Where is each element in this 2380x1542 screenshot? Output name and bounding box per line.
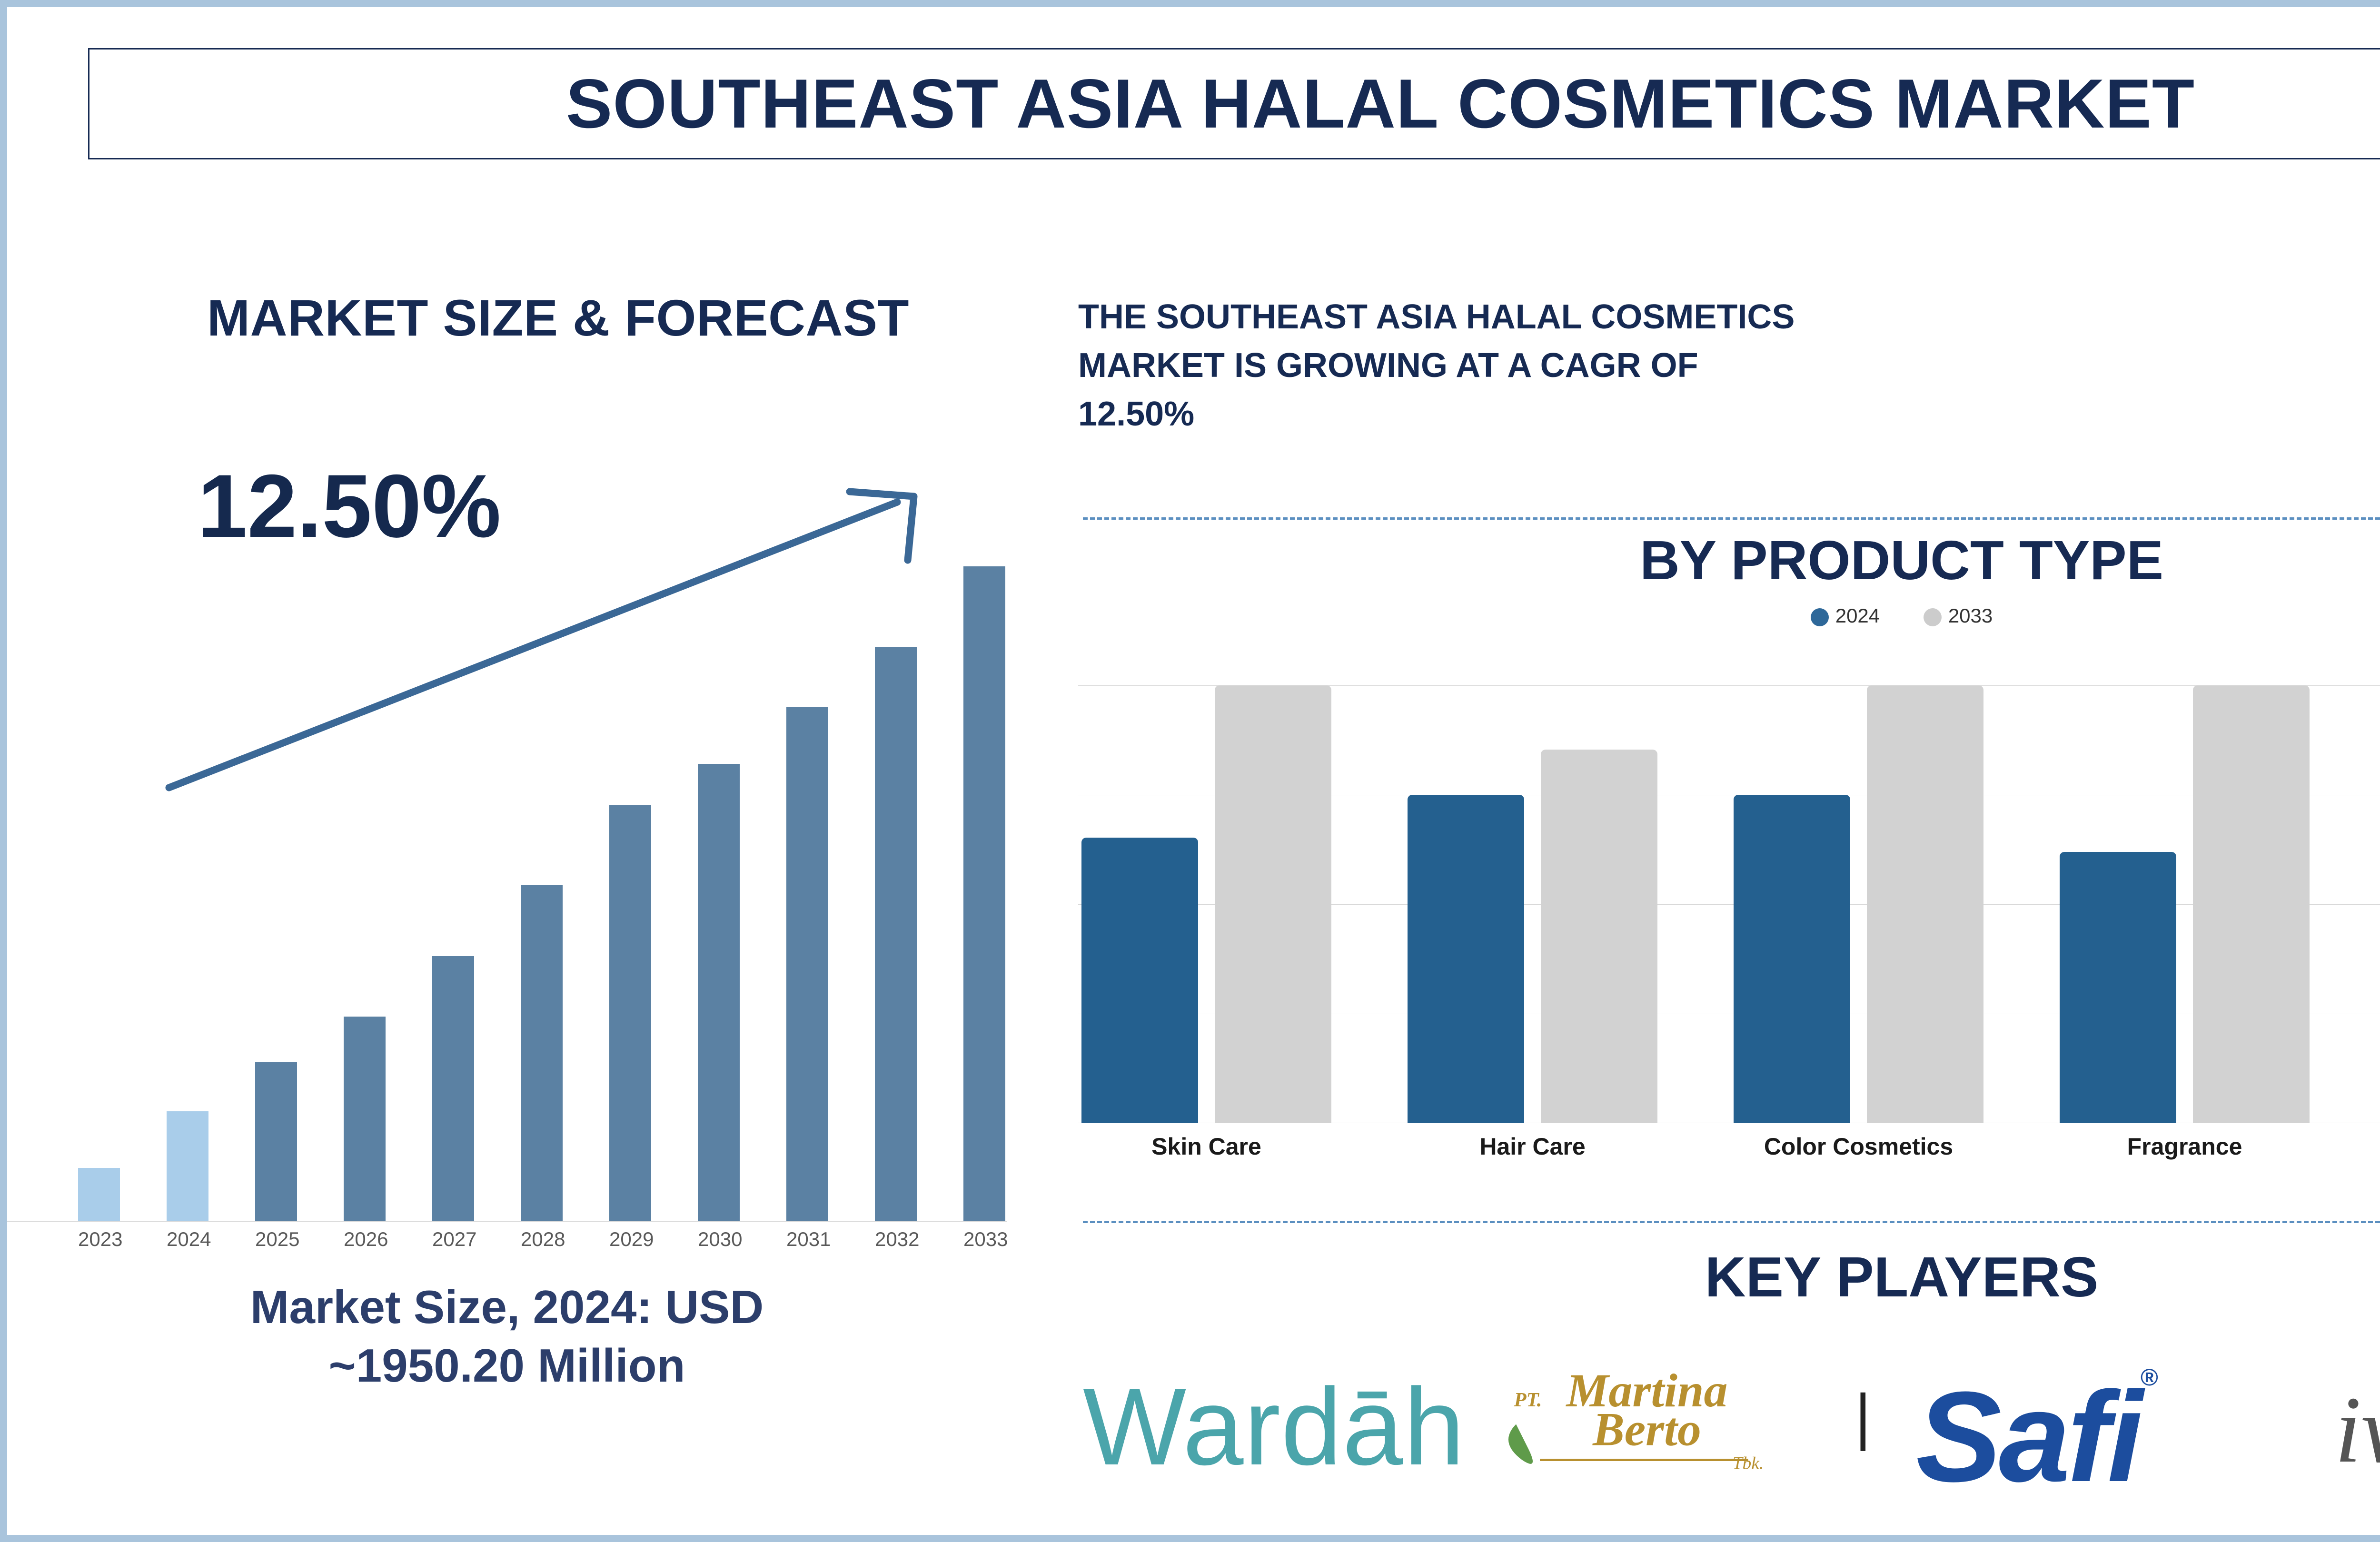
svg-text:PT.: PT.: [1514, 1389, 1542, 1411]
svg-text:Berto: Berto: [1592, 1403, 1701, 1455]
svg-text:Tbk.: Tbk.: [1733, 1453, 1764, 1473]
